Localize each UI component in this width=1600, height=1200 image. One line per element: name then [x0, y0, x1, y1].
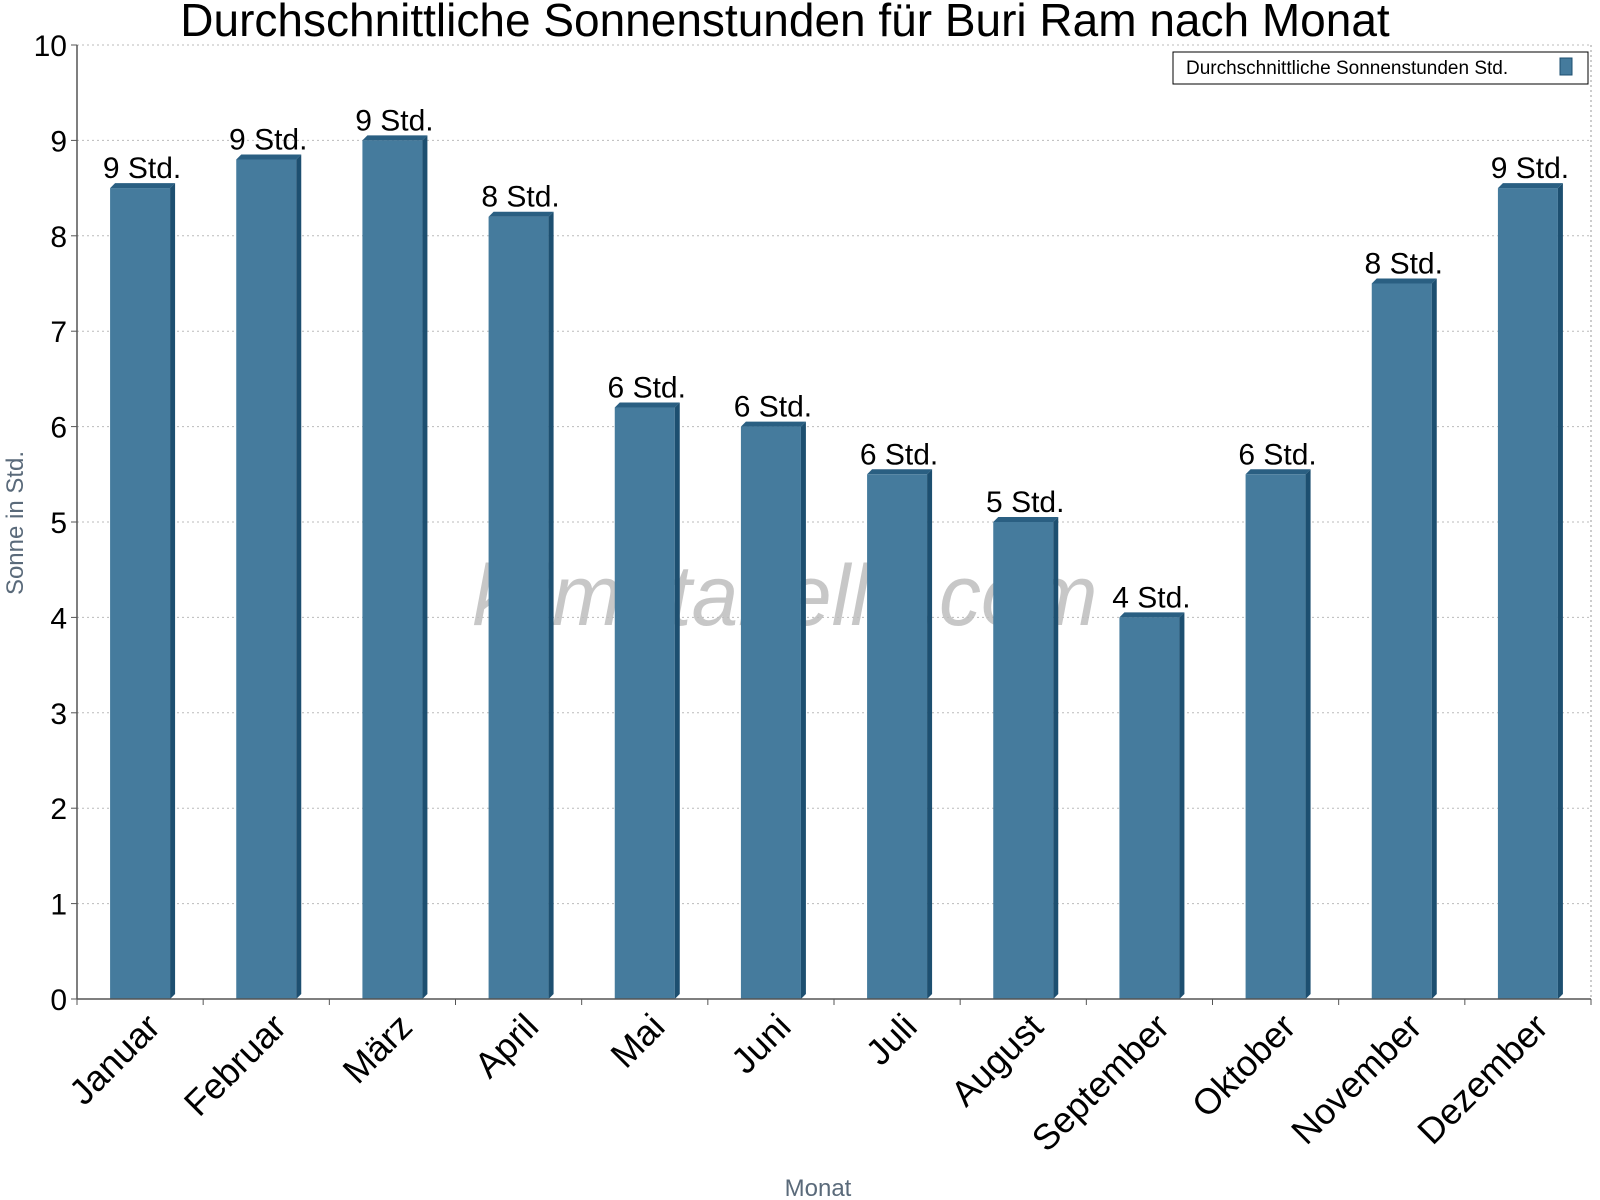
bar-mai — [614, 402, 680, 999]
bar-data-label: 8 Std. — [481, 181, 559, 214]
grid-lines — [77, 44, 1591, 905]
x-tick-label: August — [943, 1006, 1051, 1114]
bar-top — [1497, 183, 1563, 189]
bar-dezember — [1497, 183, 1563, 1000]
bar-side — [1179, 612, 1185, 999]
bar-face — [1497, 188, 1558, 1000]
bars — [110, 135, 1563, 1000]
bar-side — [800, 421, 806, 1000]
chart-title: Durchschnittliche Sonnenstunden für Buri… — [180, 0, 1390, 46]
x-tick-labels: Januar Februar März April Mai Juni Juli AugustS… — [61, 1006, 1556, 1160]
x-tick-label: Januar — [61, 1006, 168, 1113]
bar-data-label: 5 Std. — [986, 486, 1064, 519]
bar-side — [548, 211, 554, 1000]
x-tick-label: Februar — [176, 1006, 294, 1124]
bar-face — [1371, 283, 1432, 999]
y-tick-label: 2 — [50, 793, 67, 826]
x-tick-label: November — [1283, 1006, 1429, 1152]
y-tick-label: 6 — [50, 412, 67, 445]
y-tick-label: 1 — [50, 889, 67, 922]
bar-top — [1245, 469, 1311, 475]
bar-juli — [867, 469, 933, 999]
bar-data-label: 8 Std. — [1365, 248, 1443, 281]
bar-februar — [236, 154, 302, 1000]
x-tick-label: Mai — [602, 1006, 672, 1076]
bar-märz — [362, 135, 428, 999]
bar-face — [110, 188, 171, 1000]
bar-side — [170, 183, 176, 1000]
bar-top — [110, 183, 176, 189]
bar-juni — [740, 421, 806, 1000]
bar-face — [867, 474, 928, 999]
bar-side — [296, 154, 302, 1000]
legend-box — [1172, 51, 1589, 85]
bar-side — [1053, 517, 1059, 999]
x-tick-label: Dezember — [1409, 1006, 1555, 1152]
bar-top — [1119, 612, 1185, 618]
x-tick-label: April — [466, 1006, 546, 1086]
bar-data-label: 6 Std. — [608, 372, 686, 405]
x-tick-label: Juni — [723, 1006, 799, 1082]
bar-april — [488, 211, 554, 1000]
legend-swatch — [1559, 57, 1573, 76]
y-tick-label: 8 — [50, 221, 67, 254]
bar-november — [1371, 278, 1437, 999]
bar-side — [1431, 278, 1437, 999]
bar-top — [488, 211, 554, 217]
bar-face — [740, 426, 801, 1000]
bar-august — [993, 517, 1059, 999]
bar-top — [740, 421, 806, 427]
x-tick-label: Juli — [858, 1006, 925, 1073]
y-tick-label: 5 — [50, 507, 67, 540]
bar-data-label: 6 Std. — [1238, 438, 1316, 471]
y-axis-label: Sonne in Std. — [2, 451, 29, 595]
bar-data-label: 9 Std. — [229, 123, 307, 156]
bar-september — [1119, 612, 1185, 999]
bar-face — [488, 216, 549, 1000]
legend: Durchschnittliche Sonnenstunden Std. — [1172, 51, 1589, 85]
bar-top — [614, 402, 680, 408]
bar-face — [614, 407, 675, 999]
x-tick-label: Oktober — [1184, 1006, 1304, 1126]
y-tick-label: 3 — [50, 698, 67, 731]
bar-top — [236, 154, 302, 160]
legend-label: Durchschnittliche Sonnenstunden Std. — [1186, 58, 1508, 79]
bar-data-label: 6 Std. — [860, 438, 938, 471]
bar-face — [236, 159, 297, 1000]
x-tick-label: März — [335, 1006, 421, 1092]
bar-side — [422, 135, 428, 999]
x-axis-label: Monat — [785, 1175, 852, 1200]
bar-top — [362, 135, 428, 141]
y-tick-label: 4 — [50, 602, 67, 635]
x-tick-label: September — [1024, 1006, 1178, 1160]
y-tick-label: 7 — [50, 316, 67, 349]
y-tick-label: 10 — [34, 30, 67, 63]
y-tick-labels: 0 1 2 3 4 5 6 7 8 9 10 — [34, 30, 67, 1017]
bar-face — [993, 522, 1054, 999]
bar-face — [362, 140, 423, 999]
bar-januar — [110, 183, 176, 1000]
bar-oktober — [1245, 469, 1311, 999]
bar-side — [927, 469, 933, 999]
axes — [71, 44, 1592, 1005]
bar-data-labels: 9 Std. 9 Std. 9 Std. 8 Std. 6 Std. 6 Std. 6 St… — [103, 104, 1569, 614]
bar-face — [1245, 474, 1306, 999]
bar-data-label: 9 Std. — [1491, 152, 1569, 185]
bar-data-label: 6 Std. — [734, 391, 812, 424]
bar-data-label: 4 Std. — [1112, 581, 1190, 614]
bar-side — [1557, 183, 1563, 1000]
y-tick-label: 9 — [50, 125, 67, 158]
bar-top — [1371, 278, 1437, 284]
bar-top — [867, 469, 933, 475]
y-tick-label: 0 — [50, 984, 67, 1017]
bar-face — [1119, 617, 1180, 999]
bar-top — [993, 517, 1059, 522]
bar-data-label: 9 Std. — [103, 152, 181, 185]
bar-side — [674, 402, 680, 999]
bar-data-label: 9 Std. — [355, 104, 433, 137]
bar-side — [1305, 469, 1311, 999]
